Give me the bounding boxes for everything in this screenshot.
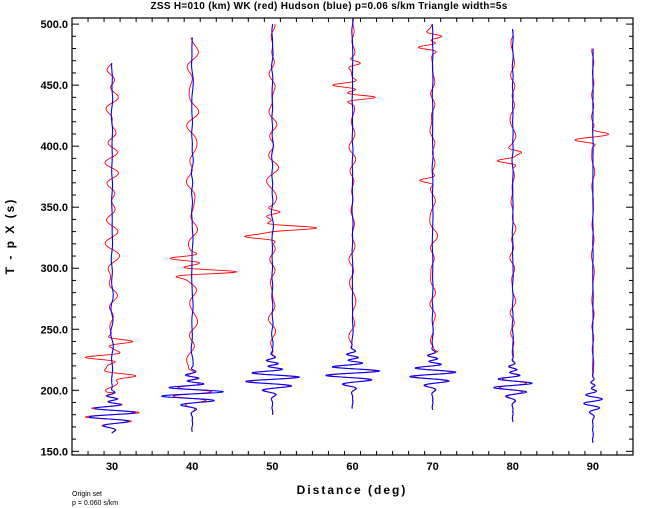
wk-trace-50: [243, 23, 318, 415]
hudson-trace-30: [88, 63, 136, 434]
hudson-trace-40: [161, 37, 224, 432]
x-tick-label: 50: [266, 461, 278, 473]
x-tick-label: 70: [427, 461, 439, 473]
x-tick-label: 80: [507, 461, 519, 473]
y-axis-label: T - p X (s): [3, 198, 17, 275]
x-axis-label: Distance (deg): [297, 483, 408, 497]
hudson-trace-60: [325, 17, 381, 409]
y-tick-label: 300.0: [40, 263, 68, 275]
chart-title: ZSS H=010 (km) WK (red) Hudson (blue) p=…: [150, 1, 507, 12]
x-tick-label: 30: [106, 461, 118, 473]
y-tick-label: 400.0: [40, 141, 68, 153]
hudson-trace-80: [493, 28, 533, 423]
x-axis: 30 40 50 60 70 80 90: [71, 18, 634, 473]
y-tick-label: 150.0: [40, 446, 68, 458]
y-tick-label: 450.0: [40, 80, 68, 92]
footnote-origin: Origin set: [72, 491, 102, 498]
trace-group: [84, 17, 609, 443]
y-tick-label: 350.0: [40, 202, 68, 214]
y-axis: 150.0 200.0 250.0 300.0 350.0 400.0 450.0 500.0: [40, 19, 633, 458]
y-tick-label: 250.0: [40, 324, 68, 336]
footnote-ray-parameter: p = 0.060 s/km: [72, 500, 118, 507]
hudson-trace-70: [409, 24, 457, 410]
y-tick-label: 500.0: [40, 19, 68, 31]
x-tick-label: 60: [346, 461, 358, 473]
wk-trace-40: [169, 37, 238, 432]
x-tick-label: 40: [186, 461, 198, 473]
y-tick-label: 200.0: [40, 385, 68, 397]
hudson-trace-90: [583, 48, 603, 443]
hudson-trace-50: [245, 24, 300, 415]
x-tick-label: 90: [587, 461, 599, 473]
